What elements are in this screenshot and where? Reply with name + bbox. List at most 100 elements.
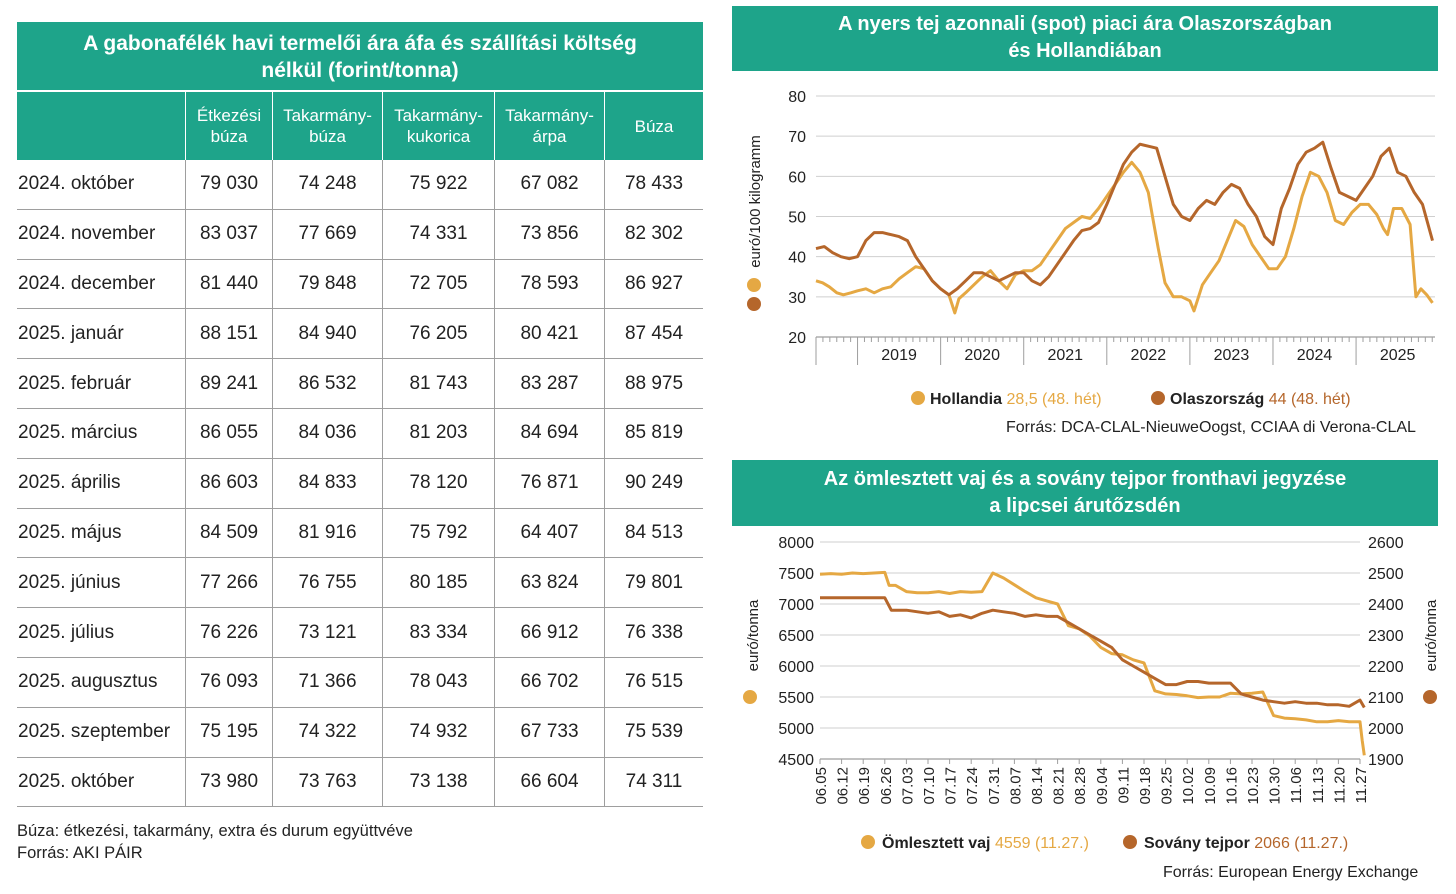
y-tick-label-left: 4500 [778, 752, 814, 769]
x-tick-label: 06.05 [813, 767, 830, 805]
legend-series-value: 2066 (11.27.) [1254, 835, 1348, 852]
x-tick-label: 07.24 [964, 767, 981, 805]
table-row: 2024. november 83 037 77 669 74 331 73 856 82… [17, 209, 703, 260]
legend-dot [1123, 835, 1137, 849]
table-row: 2024. december 81 440 79 848 72 705 78 593 86… [17, 259, 703, 310]
row-value: 85 819 [604, 408, 703, 458]
x-tick-label: 08.21 [1051, 767, 1068, 805]
row-month: 2025. október [18, 770, 135, 792]
row-value: 83 334 [382, 608, 494, 657]
x-tick-label: 2020 [964, 347, 1000, 364]
row-value: 90 249 [604, 458, 703, 508]
y-tick-label-left: 5000 [778, 721, 814, 738]
row-value: 86 532 [272, 359, 382, 408]
legend-series-name: Ömlesztett vaj [882, 833, 995, 852]
legend-entry: Ömlesztett vaj 4559 (11.27.) [882, 833, 1089, 852]
table-row: 2025. február 89 241 86 532 81 743 83 287 88 … [17, 359, 703, 409]
header-cell: Takarmány-kukorica [382, 92, 494, 160]
table-row: 2025. május 84 509 81 916 75 792 64 407 84 51… [17, 508, 703, 559]
x-tick-label: 2025 [1380, 347, 1416, 364]
x-tick-label: 08.07 [1007, 767, 1024, 805]
y-tick-label-left: 5500 [778, 690, 814, 707]
table-row: 2025. szeptember 75 195 74 322 74 932 67 733… [17, 707, 703, 758]
row-value: 87 454 [604, 309, 703, 359]
x-tick-label: 07.17 [943, 767, 960, 805]
row-value: 81 743 [382, 359, 494, 408]
row-value: 79 030 [185, 160, 272, 209]
row-value: 74 311 [604, 757, 703, 807]
row-month: 2024. november [18, 223, 156, 245]
row-value: 66 604 [494, 757, 604, 807]
row-value: 84 694 [494, 408, 604, 458]
row-value: 78 043 [382, 657, 494, 707]
row-value: 67 082 [494, 160, 604, 209]
butter-smp-chart: 4500 5000 5500 6000 6500 7000 7500 8000 1900 2000… [743, 535, 1440, 852]
grain-price-table: A gabonafélék havi termelői ára áfa és s… [17, 22, 703, 808]
row-value: 78 120 [382, 458, 494, 508]
series-line-sovany-tejpor [820, 596, 1366, 709]
row-value: 79 801 [604, 558, 703, 608]
x-tick-label: 11.06 [1288, 767, 1305, 803]
header-cell: Takarmány-árpa [494, 92, 604, 160]
table-title: A gabonafélék havi termelői ára áfa és s… [17, 22, 703, 92]
table-notes: Búza: étkezési, takarmány, extra és duru… [17, 820, 413, 864]
row-month: 2024. december [18, 272, 156, 294]
x-tick-label: 07.10 [921, 767, 938, 805]
y-axis-series-dot [1423, 690, 1437, 704]
row-value: 79 848 [272, 259, 382, 309]
row-value: 86 927 [604, 259, 703, 309]
table-source: Forrás: AKI PÁIR [17, 844, 143, 862]
table-row: 2025. június 77 266 76 755 80 185 63 824 79 8… [17, 558, 703, 609]
milk-chart-title: A nyers tej azonnali (spot) piaci ára Ol… [732, 6, 1438, 71]
row-value: 66 912 [494, 608, 604, 657]
row-value: 63 824 [494, 558, 604, 608]
row-value: 89 241 [185, 359, 272, 408]
x-tick-label: 11.27 [1353, 767, 1370, 803]
y-tick-label-left: 6000 [778, 659, 814, 676]
row-value: 64 407 [494, 508, 604, 558]
row-month: 2025. július [18, 621, 115, 643]
row-value: 78 433 [604, 160, 703, 209]
row-value: 74 248 [272, 160, 382, 209]
table-header: Étkezési búza Takarmány-búza Takarmány-ku… [17, 92, 703, 160]
y-tick-label: 50 [788, 210, 806, 227]
row-value: 80 185 [382, 558, 494, 608]
y-tick-label-right: 2400 [1368, 597, 1404, 614]
legend-entry: Hollandia 28,5 (48. hét) [930, 391, 1102, 408]
row-month: 2025. augusztus [18, 671, 158, 693]
dairy-chart-title: Az ömlesztett vaj és a sovány tejpor fro… [732, 460, 1438, 526]
table-body: 2024. október 79 030 74 248 75 922 67 082 78 … [17, 160, 703, 808]
legend-entry: Sovány tejpor 2066 (11.27.) [1144, 835, 1348, 852]
row-value: 75 195 [185, 707, 272, 757]
x-tick-label: 08.14 [1029, 767, 1046, 805]
row-value: 82 302 [604, 209, 703, 259]
legend-series-value: 28,5 (48. hét) [1006, 391, 1101, 408]
x-tick-label: 2022 [1131, 347, 1167, 364]
row-value: 75 539 [604, 707, 703, 757]
table-row: 2025. augusztus 76 093 71 366 78 043 66 702 7… [17, 657, 703, 708]
table-row: 2025. január 88 151 84 940 76 205 80 421 87 4… [17, 309, 703, 360]
y-axis-label: euró/100 kilogramm [747, 135, 764, 268]
row-value: 83 037 [185, 209, 272, 259]
legend-series-name: Hollandia [930, 391, 1006, 408]
row-value: 78 593 [494, 259, 604, 309]
row-value: 73 980 [185, 757, 272, 807]
row-value: 71 366 [272, 657, 382, 707]
y-tick-label: 60 [788, 169, 806, 186]
x-tick-label: 2021 [1047, 347, 1083, 364]
row-month: 2025. június [18, 571, 121, 593]
row-value: 67 733 [494, 707, 604, 757]
row-value: 77 669 [272, 209, 382, 259]
x-tick-label: 07.31 [986, 767, 1003, 805]
row-value: 76 755 [272, 558, 382, 608]
legend-series-name: Olaszország [1170, 391, 1269, 408]
row-month: 2025. május [18, 521, 122, 543]
x-tick-label: 08.28 [1072, 767, 1089, 805]
x-tick-label: 06.26 [878, 767, 895, 805]
y-axis-label-left: euró/tonna [745, 599, 762, 671]
series-line-omlesztett-vaj [819, 570, 1366, 756]
x-tick-label: 09.25 [1159, 767, 1176, 805]
y-tick-label-left: 6500 [778, 628, 814, 645]
header-cell: Takarmány-búza [272, 92, 382, 160]
row-value: 75 792 [382, 508, 494, 558]
